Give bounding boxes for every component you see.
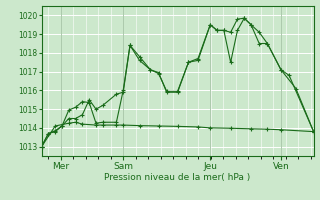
X-axis label: Pression niveau de la mer( hPa ): Pression niveau de la mer( hPa ): [104, 173, 251, 182]
